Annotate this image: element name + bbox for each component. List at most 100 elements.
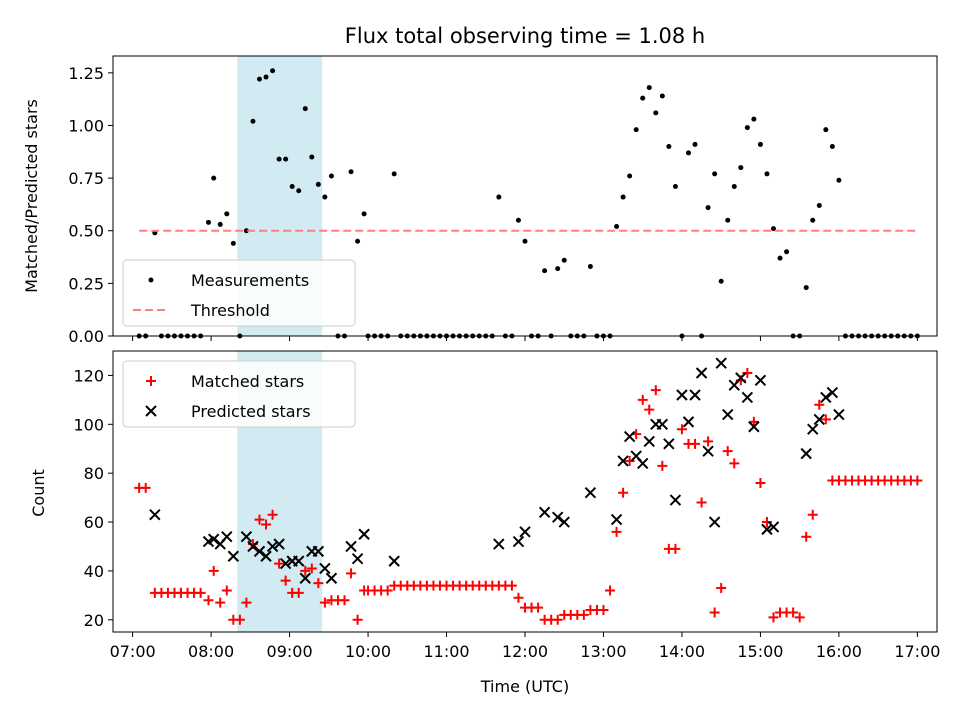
legend-x-swatch [145, 405, 157, 417]
predicted-star-point [227, 550, 240, 562]
x-tick-label: 11:00 [423, 642, 469, 661]
predicted-star-point [722, 408, 734, 421]
measurement-point [355, 238, 361, 244]
predicted-star-point [584, 487, 597, 499]
series-predicted-stars [149, 357, 845, 584]
predicted-star-point [388, 555, 400, 567]
y-tick-label: 0.25 [68, 274, 104, 293]
predicted-star-point [319, 562, 331, 575]
matched-star-point [794, 612, 805, 623]
measurement-point [666, 144, 672, 150]
measurement-point [496, 194, 502, 200]
measurement-point [764, 171, 770, 177]
matched-star-point [319, 597, 330, 608]
measurement-point [816, 202, 822, 208]
predicted-star-point [312, 545, 325, 558]
matched-star-point [696, 497, 707, 508]
measurement-point [315, 181, 321, 187]
matched-star-point [267, 509, 278, 520]
matched-star-point [761, 517, 772, 528]
x-tick-label: 09:00 [267, 642, 313, 661]
predicted-star-point [800, 447, 812, 460]
matched-star-point [234, 614, 245, 625]
matched-star-point [644, 404, 655, 415]
x-tick-label: 13:00 [580, 642, 626, 661]
x-tick-label: 14:00 [659, 642, 705, 661]
measurement-point [289, 184, 295, 190]
matched-star-point [221, 585, 232, 596]
x-tick-label: 08:00 [188, 642, 234, 661]
matched-star-point [208, 565, 219, 576]
x-tick-label: 15:00 [737, 642, 783, 661]
measurement-point [256, 76, 262, 82]
measurement-point [646, 85, 652, 91]
measurement-point [217, 221, 223, 227]
y-tick-label: 40 [84, 562, 104, 581]
matched-star-point [261, 519, 272, 530]
y-tick-label: 1.25 [68, 64, 104, 83]
legend-plus-swatch [146, 376, 156, 386]
matched-star-point [195, 587, 206, 598]
matched-star-point [814, 399, 825, 410]
matched-star-point [578, 609, 589, 620]
predicted-star-point [767, 521, 780, 533]
measurement-point [296, 188, 302, 194]
measurement-point [836, 177, 842, 183]
measurement-point [522, 238, 528, 244]
predicted-star-point [351, 552, 364, 565]
measurement-point [391, 171, 397, 177]
matched-star-point [690, 438, 701, 449]
legend-label: Measurements [191, 271, 309, 290]
measurement-point [263, 74, 269, 80]
predicted-star-point [689, 389, 701, 401]
measurement-point [283, 156, 289, 162]
top-ylabel: Matched/Predicted stars [22, 99, 41, 293]
matched-star-point [748, 416, 759, 427]
predicted-star-point [656, 418, 669, 431]
measurement-point [361, 211, 367, 217]
predicted-star-point [551, 511, 564, 523]
x-tick-label: 07:00 [110, 642, 156, 661]
predicted-star-point [149, 509, 161, 521]
predicted-star-point [715, 357, 727, 369]
matched-star-point [716, 583, 727, 594]
measurement-point [276, 156, 282, 162]
measurement-point [224, 211, 230, 217]
matched-star-point [140, 482, 151, 493]
matched-star-point [807, 509, 818, 520]
axes-frame [112, 55, 938, 337]
measurement-point [705, 205, 711, 211]
x-tick-label: 16:00 [816, 642, 862, 661]
measurement-point [692, 141, 698, 147]
legend-box [122, 360, 356, 428]
predicted-star-point [676, 389, 688, 401]
matched-star-point [254, 514, 265, 525]
measurement-point [587, 264, 593, 270]
predicted-star-point [260, 550, 272, 562]
measurement-point [744, 125, 750, 131]
predicted-star-point [253, 545, 266, 558]
legend-dot-swatch [148, 277, 154, 283]
predicted-star-point [208, 533, 220, 545]
matched-star-point [729, 458, 740, 469]
predicted-star-point [637, 457, 649, 470]
measurement-point [653, 110, 659, 116]
axes-frame [112, 350, 938, 633]
matched-star-point [274, 558, 285, 569]
y-tick-label: 60 [84, 513, 104, 532]
x-tick-label: 12:00 [502, 642, 548, 661]
measurement-point [348, 169, 354, 175]
y-tick-label: 100 [73, 415, 104, 434]
bottom-ylabel: Count [29, 469, 48, 517]
matched-star-point [722, 446, 733, 457]
predicted-star-point [807, 423, 819, 435]
predicted-star-point [708, 516, 721, 528]
measurement-point [515, 217, 521, 223]
measurement-point [810, 217, 816, 223]
predicted-star-point [610, 513, 623, 526]
matched-star-point [346, 568, 357, 579]
matched-star-point [352, 614, 363, 625]
matched-star-point [280, 575, 291, 586]
bottom-xlabel: Time (UTC) [480, 677, 569, 696]
predicted-star-point [493, 538, 505, 550]
